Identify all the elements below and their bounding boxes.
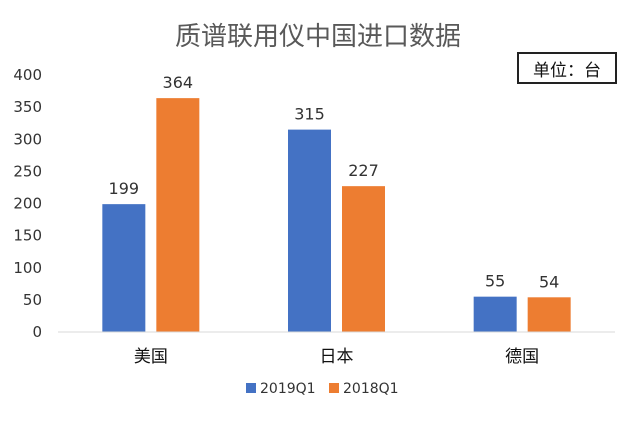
bar <box>156 98 200 332</box>
bar <box>342 186 385 332</box>
data-label: 54 <box>539 272 559 291</box>
bar <box>102 204 146 332</box>
y-tick-label: 100 <box>13 259 42 277</box>
legend-label: 2019Q1 <box>260 381 316 397</box>
legend: 2019Q1 2018Q1 <box>246 381 399 397</box>
x-axis: 美国 日本 德国 <box>58 331 615 367</box>
y-tick-label: 350 <box>13 98 42 116</box>
category-label: 日本 <box>320 347 354 367</box>
y-tick-label: 150 <box>13 227 42 245</box>
bars: 199 364 315 227 55 54 <box>102 73 571 332</box>
y-tick-label: 50 <box>23 291 42 309</box>
y-tick-label: 400 <box>13 66 42 84</box>
legend-swatch <box>329 383 339 393</box>
data-label: 315 <box>294 105 325 124</box>
y-axis: 0 50 100 150 200 250 300 350 400 <box>13 66 42 341</box>
unit-label: 单位：台 <box>517 52 617 84</box>
legend-label: 2018Q1 <box>343 381 399 397</box>
y-tick-label: 0 <box>32 323 42 341</box>
data-label: 227 <box>348 161 379 180</box>
bar <box>527 297 571 332</box>
data-label: 199 <box>109 179 140 198</box>
y-tick-label: 200 <box>13 195 42 213</box>
data-label: 364 <box>163 73 194 92</box>
data-label: 55 <box>485 272 505 291</box>
y-tick-label: 300 <box>13 130 42 148</box>
legend-swatch <box>246 383 256 393</box>
y-tick-label: 250 <box>13 162 42 180</box>
bar <box>288 129 331 332</box>
category-label: 德国 <box>505 347 539 367</box>
bar <box>473 296 517 332</box>
category-label: 美国 <box>134 347 168 367</box>
chart-title: 质谱联用仪中国进口数据 <box>175 22 461 52</box>
